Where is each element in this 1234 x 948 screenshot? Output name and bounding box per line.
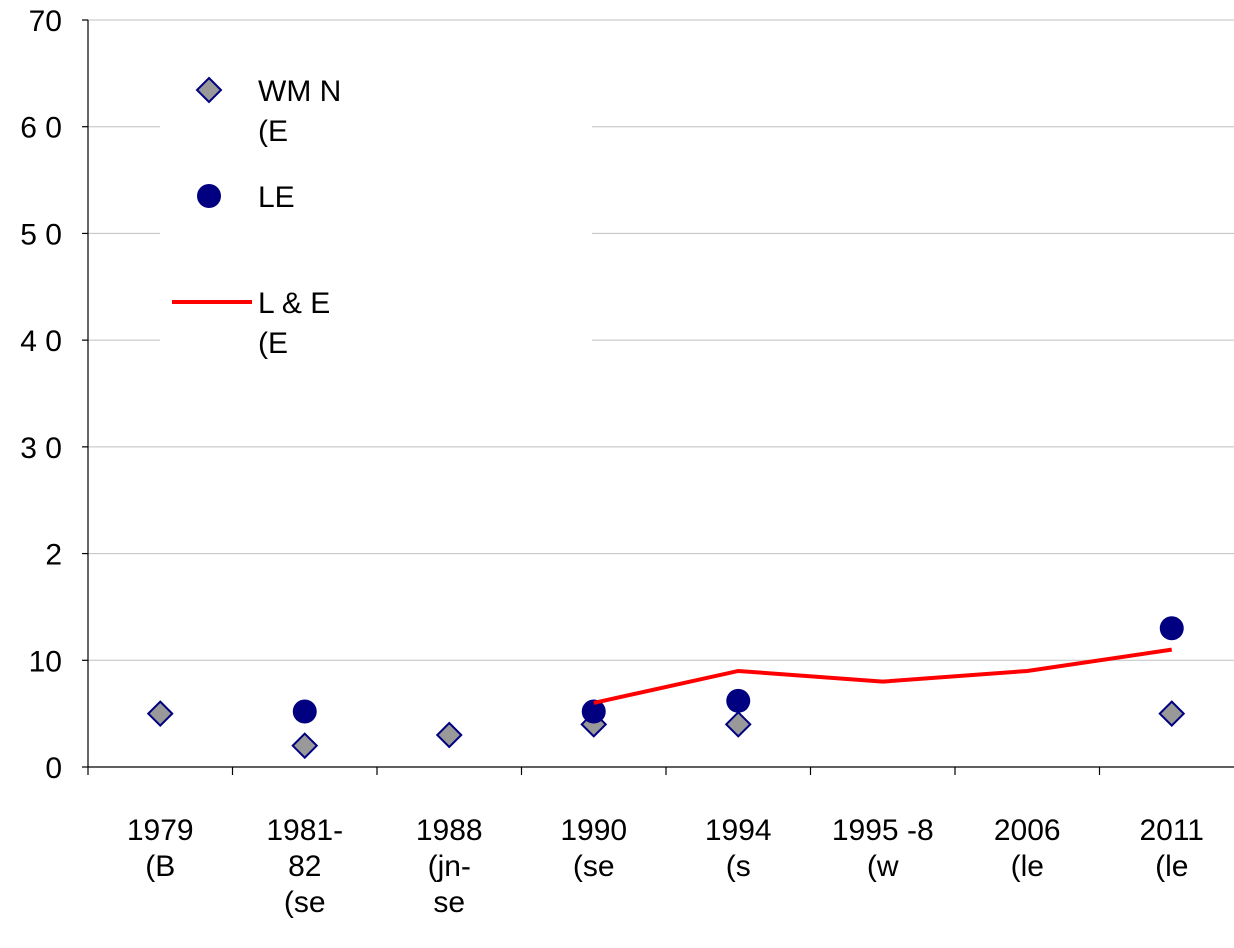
- x-tick-label-6-line-0: 2006: [994, 814, 1061, 847]
- legend-diamond-icon: [195, 76, 223, 104]
- legend-symbol-0: [195, 76, 223, 104]
- series-0-point-0: [146, 700, 174, 728]
- y-tick-label-6: 6 0: [20, 112, 62, 145]
- x-tick-label-2-line-0: 1988: [416, 814, 483, 847]
- y-tick-label-3: 3 0: [20, 432, 62, 465]
- x-tick-label-4-line-1: (s: [726, 850, 751, 883]
- series-1-point-1: [292, 699, 317, 724]
- legend-symbol-1: [197, 184, 221, 208]
- legend-label-0-line-1: (E: [258, 115, 288, 148]
- axes: [82, 19, 1234, 775]
- series-2: [593, 647, 1173, 705]
- x-tick-label-1-line-1: 82: [288, 850, 321, 883]
- x-tick-label-0: 1979 (B: [127, 814, 194, 883]
- series-line-2: [593, 647, 1173, 705]
- series-0-point-2: [435, 721, 463, 749]
- series-0-point-4: [724, 710, 752, 738]
- y-tick-label-5: 5 0: [20, 218, 62, 251]
- series-0-point-7: [1158, 700, 1186, 728]
- legend-label-1: LE: [258, 181, 295, 214]
- x-tick-label-0-line-1: (B: [145, 850, 175, 883]
- series-0-point-1: [291, 732, 319, 760]
- y-tick-label-7: 70: [29, 5, 62, 38]
- x-tick-label-2-line-2: se: [433, 886, 465, 919]
- y-tick-label-2: 2: [45, 539, 62, 572]
- legend-label-1-line-0: LE: [258, 181, 295, 214]
- y-tick-label-0: 0: [45, 752, 62, 785]
- x-tick-label-3-line-0: 1990: [560, 814, 627, 847]
- x-tick-label-5: 1995 -8 (w: [832, 814, 934, 883]
- x-tick-label-6: 2006 (le: [994, 814, 1061, 883]
- y-tick-label-1: 10: [29, 645, 62, 678]
- legend-circle-icon: [197, 184, 221, 208]
- x-tick-label-1: 1981-82 (se: [266, 814, 343, 919]
- y-tick-labels: 0 10 2 3 0 4 0 5 0 6 0 70: [20, 5, 62, 785]
- legend-label-0-line-0: WM N: [258, 75, 341, 108]
- series: [146, 616, 1186, 760]
- legend-label-2-line-0: L & E: [258, 287, 330, 320]
- x-tick-label-3: 1990 (se: [560, 814, 627, 883]
- x-tick-label-1-line-2: (se: [284, 886, 326, 919]
- series-1: [292, 616, 1184, 724]
- x-tick-label-4-line-0: 1994: [705, 814, 772, 847]
- x-tick-label-2-line-1: (jn-: [428, 850, 471, 883]
- legend-label-0: WM N (E: [258, 75, 341, 148]
- x-tick-label-7-line-1: (le: [1155, 850, 1188, 883]
- legend: WM N (E LE L & E (E: [160, 60, 592, 400]
- y-tick-label-4: 4 0: [20, 325, 62, 358]
- x-tick-label-7-line-0: 2011: [1139, 814, 1204, 847]
- x-tick-label-2: 1988 (jn-se: [416, 814, 483, 919]
- series-1-point-4: [726, 688, 751, 713]
- x-tick-label-5-line-1: (w: [867, 850, 899, 883]
- legend-box: [160, 60, 592, 400]
- legend-label-2-line-1: (E: [258, 327, 288, 360]
- x-tick-label-0-line-0: 1979: [127, 814, 194, 847]
- x-tick-label-5-line-0: 1995 -8: [832, 814, 934, 847]
- series-1-point-3: [581, 699, 606, 724]
- x-tick-label-3-line-1: (se: [573, 850, 615, 883]
- x-tick-label-4: 1994 (s: [705, 814, 772, 883]
- legend-label-2: L & E (E: [258, 287, 330, 360]
- x-tick-label-6-line-1: (le: [1011, 850, 1044, 883]
- x-tick-label-7: 2011 (le: [1139, 814, 1204, 883]
- series-1-point-7: [1159, 616, 1184, 641]
- x-tick-label-1-line-0: 1981-: [266, 814, 343, 847]
